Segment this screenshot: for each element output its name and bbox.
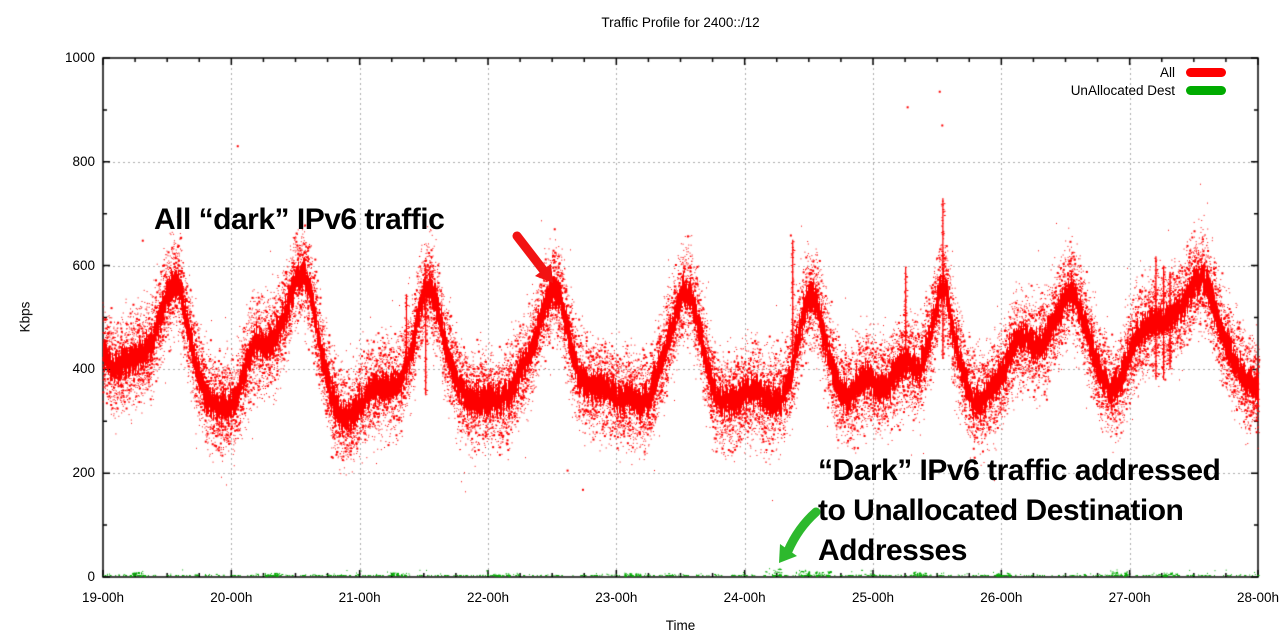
x-tick-label: 22-00h bbox=[466, 590, 510, 605]
x-tick-label: 26-00h bbox=[980, 590, 1023, 605]
annotation-unallocated-line3: Addresses bbox=[818, 534, 967, 567]
x-tick-label: 20-00h bbox=[210, 590, 253, 605]
y-tick-label: 600 bbox=[72, 257, 95, 273]
y-tick-label: 200 bbox=[72, 465, 95, 481]
x-tick-label: 28-00h bbox=[1236, 590, 1280, 605]
x-tick-label: 25-00h bbox=[851, 590, 895, 605]
x-tick-label: 23-00h bbox=[595, 590, 638, 605]
annotation-unallocated-dest-traffic: “Dark” IPv6 traffic addressed to Unalloc… bbox=[818, 451, 1221, 571]
x-tick-label: 27-00h bbox=[1108, 590, 1151, 605]
annotation-all-dark-traffic: All “dark” IPv6 traffic bbox=[154, 203, 445, 236]
y-tick-label: 0 bbox=[87, 569, 95, 584]
chart-title: Traffic Profile for 2400::/12 bbox=[601, 15, 760, 30]
x-tick-label: 24-00h bbox=[723, 590, 766, 605]
y-tick-label: 1000 bbox=[64, 50, 95, 65]
annotation-unallocated-line1: “Dark” IPv6 traffic addressed bbox=[818, 454, 1221, 487]
y-axis-label: Kbps bbox=[17, 301, 33, 333]
y-tick-label: 400 bbox=[72, 361, 95, 377]
legend-label-all: All bbox=[1159, 65, 1175, 80]
x-tick-label: 21-00h bbox=[338, 590, 381, 605]
legend-label-unallocated-dest: UnAllocated Dest bbox=[1070, 83, 1175, 98]
x-axis-label: Time bbox=[665, 618, 696, 633]
annotation-unallocated-line2: to Unallocated Destination bbox=[818, 494, 1184, 527]
legend-swatch-unallocated-dest bbox=[1186, 86, 1226, 95]
y-tick-label: 800 bbox=[72, 153, 95, 169]
x-tick-label: 19-00h bbox=[81, 590, 125, 605]
legend-swatch-all bbox=[1186, 68, 1226, 77]
